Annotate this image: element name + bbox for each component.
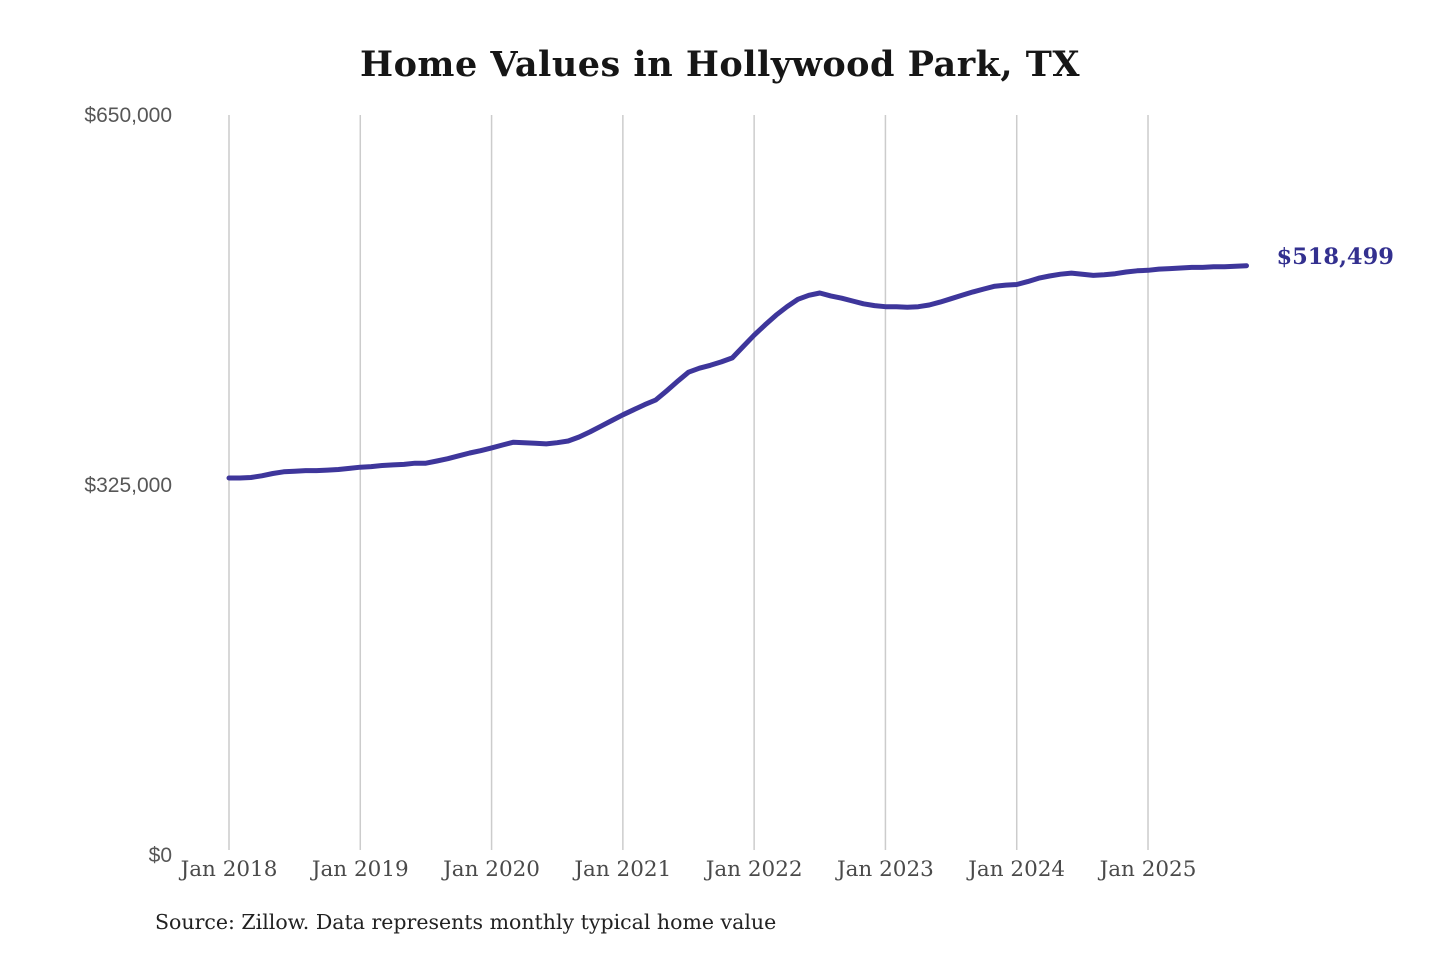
x-tick-label-2025: Jan 2025 bbox=[1099, 857, 1197, 882]
source-note: Source: Zillow. Data represents monthly … bbox=[155, 910, 777, 934]
y-tick-label-325000: $325,000 bbox=[84, 474, 172, 497]
latest-value-label: $518,499 bbox=[1276, 243, 1394, 270]
year-gridlines bbox=[228, 115, 1149, 850]
chart-title: Home Values in Hollywood Park, TX bbox=[360, 44, 1080, 85]
x-tick-label-2022: Jan 2022 bbox=[705, 857, 803, 882]
x-tick-label-2019: Jan 2019 bbox=[311, 857, 409, 882]
x-tick-label-2018: Jan 2018 bbox=[180, 857, 278, 882]
home-value-line bbox=[226, 263, 1249, 481]
y-tick-label-650000: $650,000 bbox=[84, 104, 172, 127]
x-tick-label-2024: Jan 2024 bbox=[968, 857, 1066, 882]
x-tick-label-2021: Jan 2021 bbox=[574, 857, 672, 882]
y-tick-label-0: $0 bbox=[148, 844, 172, 867]
x-tick-label-2023: Jan 2023 bbox=[837, 857, 934, 882]
x-tick-label-2020: Jan 2020 bbox=[443, 857, 540, 882]
